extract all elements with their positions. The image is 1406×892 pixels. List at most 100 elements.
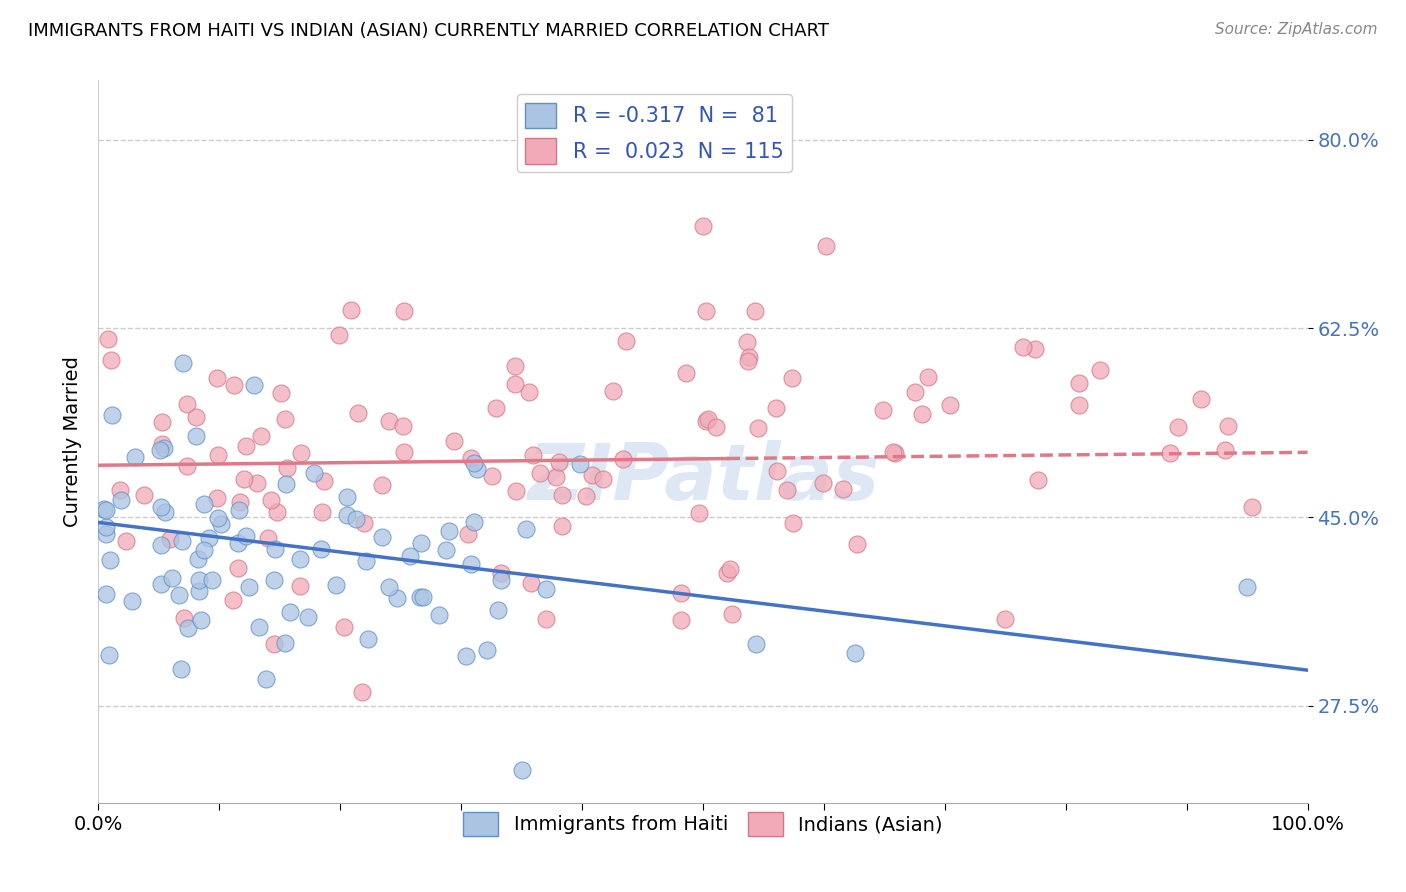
Point <box>738 350 761 364</box>
Point <box>1088 362 1111 376</box>
Point <box>846 537 869 551</box>
Point <box>159 533 181 547</box>
Text: Source: ZipAtlas.com: Source: ZipAtlas.com <box>1215 22 1378 37</box>
Point <box>534 612 557 626</box>
Point <box>1024 342 1046 356</box>
Point <box>114 533 136 548</box>
Point <box>575 490 598 504</box>
Point <box>475 643 498 657</box>
Point <box>263 637 285 651</box>
Point <box>392 419 415 434</box>
Point <box>357 632 380 647</box>
Point <box>520 576 543 591</box>
Point <box>592 472 614 486</box>
Point <box>485 401 508 415</box>
Point <box>186 409 208 424</box>
Point <box>737 353 759 368</box>
Point <box>339 303 361 318</box>
Point <box>149 443 172 458</box>
Point <box>481 468 503 483</box>
Point <box>409 591 432 605</box>
Point <box>108 483 131 497</box>
Point <box>344 511 367 525</box>
Point <box>568 457 591 471</box>
Point <box>675 366 697 380</box>
Point <box>832 483 855 497</box>
Point <box>1236 580 1258 594</box>
Point <box>173 610 195 624</box>
Point <box>1069 398 1091 412</box>
Point <box>747 421 769 435</box>
Point <box>314 475 336 489</box>
Point <box>222 593 245 607</box>
Point <box>309 542 332 557</box>
Point <box>939 399 962 413</box>
Point <box>193 497 215 511</box>
Point <box>844 646 866 660</box>
Point <box>427 608 450 623</box>
Point <box>160 571 183 585</box>
Point <box>465 462 488 476</box>
Point <box>744 304 766 318</box>
Point <box>551 518 574 533</box>
Point <box>551 488 574 502</box>
Point <box>720 607 742 621</box>
Point <box>246 475 269 490</box>
Point <box>176 396 198 410</box>
Point <box>325 578 347 592</box>
Point <box>765 464 787 478</box>
Point <box>811 476 834 491</box>
Point <box>205 491 228 505</box>
Point <box>153 506 176 520</box>
Point <box>187 552 209 566</box>
Point <box>718 561 741 575</box>
Point <box>297 610 319 624</box>
Point <box>1026 473 1049 487</box>
Point <box>222 378 245 392</box>
Point <box>288 552 311 566</box>
Point <box>263 574 285 588</box>
Point <box>669 613 692 627</box>
Point <box>776 483 799 497</box>
Point <box>176 459 198 474</box>
Point <box>910 407 932 421</box>
Point <box>904 385 927 400</box>
Point <box>503 359 526 374</box>
Point <box>190 614 212 628</box>
Point <box>304 466 326 480</box>
Point <box>354 554 377 568</box>
Point <box>121 593 143 607</box>
Point <box>100 408 122 422</box>
Point <box>872 403 894 417</box>
Point <box>176 620 198 634</box>
Point <box>233 472 256 486</box>
Point <box>1189 392 1212 406</box>
Point <box>134 487 156 501</box>
Point <box>692 219 714 233</box>
Point <box>510 764 533 778</box>
Point <box>688 506 710 520</box>
Point <box>488 603 510 617</box>
Point <box>994 612 1017 626</box>
Point <box>94 520 117 534</box>
Point <box>696 412 718 426</box>
Point <box>100 352 122 367</box>
Point <box>238 581 260 595</box>
Point <box>172 356 194 370</box>
Point <box>226 535 249 549</box>
Point <box>97 332 120 346</box>
Point <box>243 378 266 392</box>
Point <box>505 483 527 498</box>
Point <box>534 582 557 596</box>
Point <box>735 335 758 350</box>
Point <box>201 573 224 587</box>
Point <box>612 452 634 467</box>
Point <box>226 561 249 575</box>
Point <box>150 415 173 429</box>
Point <box>98 553 121 567</box>
Point <box>93 502 115 516</box>
Point <box>392 304 415 318</box>
Point <box>274 635 297 649</box>
Point <box>266 505 288 519</box>
Point <box>780 370 803 384</box>
